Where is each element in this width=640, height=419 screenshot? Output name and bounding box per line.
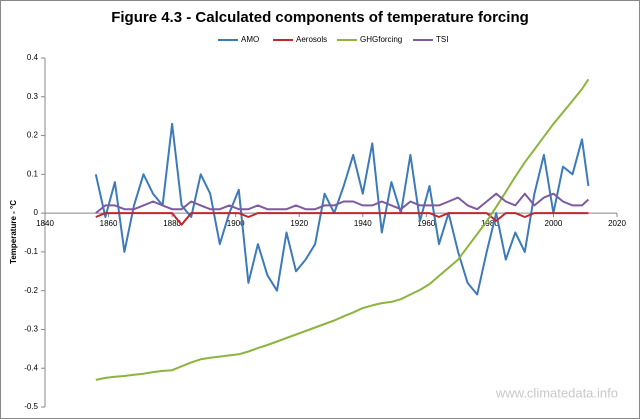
- y-tick-label: 0.2: [27, 131, 39, 140]
- x-tick-label: 1920: [290, 219, 308, 228]
- legend-label: Aerosols: [296, 35, 327, 44]
- y-tick-label: -0.3: [24, 325, 38, 334]
- series-line: [95, 212, 589, 226]
- x-tick-label: 1940: [354, 219, 372, 228]
- y-axis-label: Temperature - °C: [9, 200, 18, 264]
- y-tick-label: -0.1: [24, 247, 38, 256]
- series-line: [94, 122, 590, 296]
- y-tick-label: -0.4: [24, 363, 38, 372]
- x-tick-label: 1860: [100, 219, 118, 228]
- y-tick-label: 0: [34, 208, 39, 217]
- y-tick-label: -0.5: [24, 402, 38, 411]
- x-tick-label: 1960: [417, 219, 435, 228]
- legend-label: GHGforcing: [360, 35, 402, 44]
- chart-title: Figure 4.3 - Calculated components of te…: [111, 9, 529, 26]
- x-tick-label: 2000: [545, 219, 563, 228]
- x-tick-label: 1880: [163, 219, 181, 228]
- x-tick-label: 1900: [227, 219, 245, 228]
- x-tick-label: 1840: [36, 219, 54, 228]
- x-tick-label: 1980: [481, 219, 499, 228]
- series-line: [95, 78, 590, 381]
- series-line: [95, 192, 590, 214]
- y-tick-label: -0.2: [24, 286, 38, 295]
- legend-label: TSI: [436, 35, 448, 44]
- legend-label: AMO: [241, 35, 259, 44]
- x-tick-label: 2020: [608, 219, 626, 228]
- y-tick-label: 0.3: [27, 92, 39, 101]
- y-tick-label: 0.4: [27, 53, 39, 62]
- y-tick-label: 0.1: [27, 169, 39, 178]
- annotation: www.climatedata.info: [495, 385, 618, 400]
